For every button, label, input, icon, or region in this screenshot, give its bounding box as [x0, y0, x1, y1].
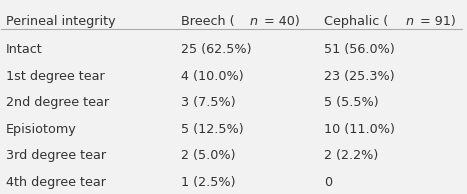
Text: 3 (7.5%): 3 (7.5%) — [181, 96, 236, 109]
Text: Breech (: Breech ( — [181, 15, 235, 28]
Text: 23 (25.3%): 23 (25.3%) — [324, 70, 395, 83]
Text: 5 (12.5%): 5 (12.5%) — [181, 123, 244, 136]
Text: 25 (62.5%): 25 (62.5%) — [181, 43, 252, 56]
Text: 2 (2.2%): 2 (2.2%) — [324, 149, 378, 162]
Text: 2nd degree tear: 2nd degree tear — [6, 96, 109, 109]
Text: 5 (5.5%): 5 (5.5%) — [324, 96, 378, 109]
Text: = 40): = 40) — [260, 15, 299, 28]
Text: 4th degree tear: 4th degree tear — [6, 176, 106, 189]
Text: 2 (5.0%): 2 (5.0%) — [181, 149, 235, 162]
Text: n: n — [249, 15, 257, 28]
Text: 1 (2.5%): 1 (2.5%) — [181, 176, 235, 189]
Text: 3rd degree tear: 3rd degree tear — [6, 149, 106, 162]
Text: Cephalic (: Cephalic ( — [324, 15, 388, 28]
Text: n: n — [406, 15, 414, 28]
Text: Perineal integrity: Perineal integrity — [6, 15, 116, 28]
Text: Episiotomy: Episiotomy — [6, 123, 77, 136]
Text: 51 (56.0%): 51 (56.0%) — [324, 43, 395, 56]
Text: 0: 0 — [324, 176, 332, 189]
Text: Intact: Intact — [6, 43, 43, 56]
Text: 10 (11.0%): 10 (11.0%) — [324, 123, 395, 136]
Text: = 91): = 91) — [416, 15, 456, 28]
Text: 4 (10.0%): 4 (10.0%) — [181, 70, 244, 83]
Text: 1st degree tear: 1st degree tear — [6, 70, 105, 83]
